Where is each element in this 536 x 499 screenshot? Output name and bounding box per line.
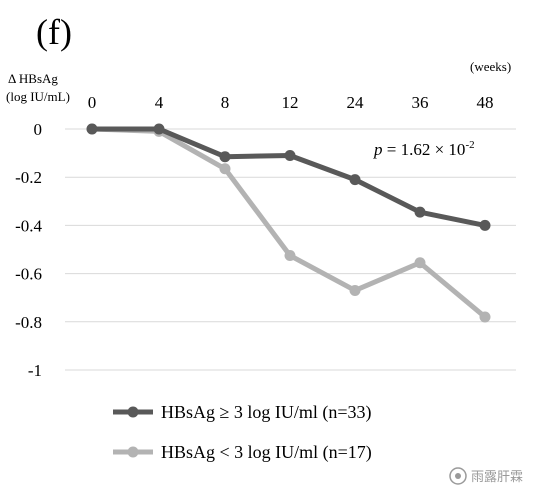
y-tick-label: -0.8	[15, 313, 42, 332]
x-tick-label: 48	[477, 93, 494, 112]
p-symbol: p	[373, 140, 383, 159]
series-1-point	[349, 284, 361, 296]
y-tick-labels: 0 -0.2 -0.4 -0.6 -0.8 -1	[15, 120, 42, 380]
watermark: 雨露肝霖	[449, 467, 523, 485]
x-tick-label: 12	[282, 93, 299, 112]
y-tick-label: 0	[34, 120, 43, 139]
watermark-icon-dot	[455, 473, 461, 479]
series-0-point	[219, 151, 231, 163]
series-0-point	[414, 206, 426, 218]
x-tick-label: 0	[88, 93, 97, 112]
x-tick-label: 24	[347, 93, 365, 112]
legend-label-0: HBsAg ≥ 3 log IU/ml (n=33)	[161, 402, 372, 423]
p-exponent: -2	[465, 139, 474, 151]
p-value-text: = 1.62 × 10	[383, 140, 466, 159]
series-1-point	[219, 163, 231, 175]
series-1-point	[479, 311, 491, 323]
x-tick-label: 8	[221, 93, 230, 112]
x-axis-unit: (weeks)	[470, 59, 511, 74]
series-1-point	[414, 257, 426, 269]
y-tick-label: -0.2	[15, 168, 42, 187]
series-1-point	[284, 250, 296, 262]
y-axis-label-line2: (log IU/mL)	[6, 89, 70, 104]
watermark-icon	[449, 467, 467, 485]
series-0-point	[479, 219, 491, 231]
x-tick-label: 36	[412, 93, 429, 112]
y-tick-label: -0.4	[15, 216, 42, 235]
series-0-point	[86, 123, 98, 135]
gridlines	[65, 128, 516, 371]
y-axis-label-line1: Δ HBsAg	[8, 71, 58, 86]
legend-label-1: HBsAg < 3 log IU/ml (n=17)	[161, 442, 372, 463]
x-tick-label: 4	[155, 93, 164, 112]
p-value-annotation: p = 1.62 × 10-2	[373, 139, 475, 159]
series-lines	[86, 123, 491, 323]
y-tick-label: -1	[28, 361, 42, 380]
series-0-point	[349, 174, 361, 186]
series-0-point	[284, 150, 296, 162]
y-tick-label: -0.6	[15, 265, 42, 284]
x-tick-labels: 0 4 8 12 24 36 48	[88, 93, 494, 112]
watermark-text: 雨露肝霖	[471, 470, 523, 485]
panel-label: (f)	[36, 12, 72, 52]
series-0-point	[153, 123, 165, 135]
legend-swatch-marker-1	[127, 446, 139, 458]
legend: HBsAg ≥ 3 log IU/ml (n=33) HBsAg < 3 log …	[113, 402, 372, 463]
legend-swatch-marker-0	[127, 406, 139, 418]
